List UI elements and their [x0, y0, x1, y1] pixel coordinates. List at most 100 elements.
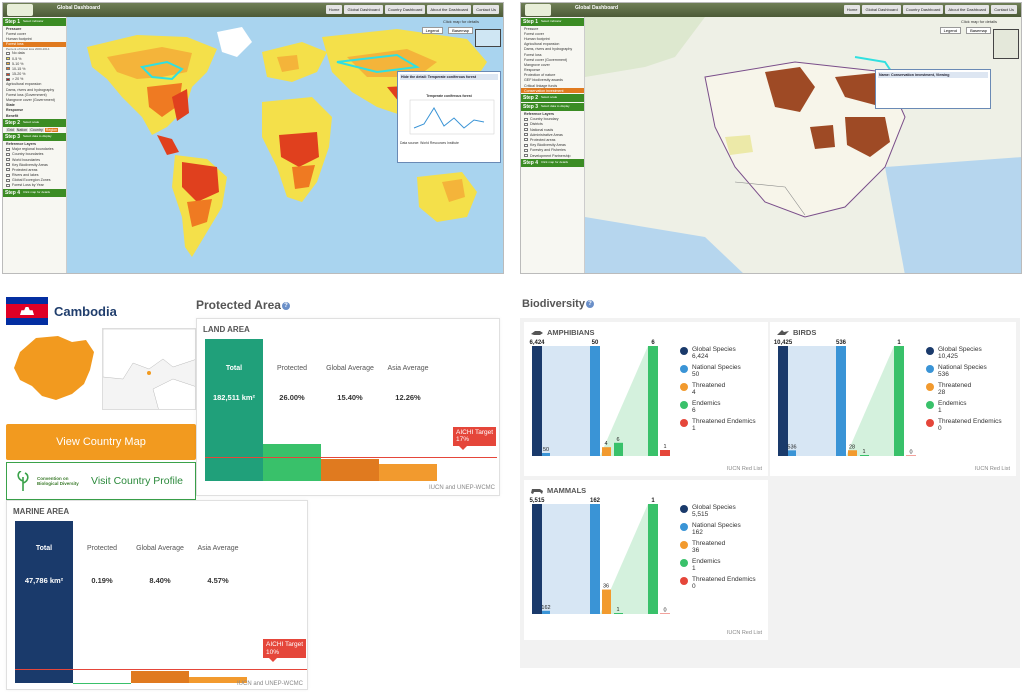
- indicator-item[interactable]: Protection of nature: [521, 73, 584, 78]
- checkbox-icon[interactable]: [524, 133, 528, 137]
- visit-country-profile-button[interactable]: Convention on Biological Diversity Visit…: [6, 462, 196, 500]
- checkbox-icon[interactable]: [524, 128, 528, 132]
- step-2-header[interactable]: Step 2 Select scale: [3, 119, 66, 128]
- indicator-item[interactable]: Forest cover (Government): [521, 57, 584, 62]
- checkbox-icon[interactable]: [6, 158, 10, 162]
- nav-contact[interactable]: Contact Us: [991, 5, 1017, 14]
- land-area-title: LAND AREA: [203, 325, 250, 334]
- reference-layer-item[interactable]: Country boundaries: [3, 152, 66, 157]
- indicator-item[interactable]: Human footprint: [6, 36, 32, 41]
- indicator-item[interactable]: Forest cover: [521, 31, 584, 36]
- help-icon[interactable]: ?: [585, 300, 594, 309]
- view-country-map-button[interactable]: View Country Map: [6, 424, 196, 460]
- checkbox-icon[interactable]: [6, 173, 10, 177]
- checkbox-icon[interactable]: [6, 183, 10, 187]
- reference-layer-item[interactable]: Forest Loss by Year: [3, 183, 66, 188]
- aichi-target-label: AICHI Target: [266, 641, 304, 648]
- indicator-item[interactable]: Pressure: [6, 26, 22, 31]
- indicator-item[interactable]: Forest loss (Government): [6, 92, 47, 97]
- nav-about[interactable]: About the Dashboard: [945, 5, 990, 14]
- checkbox-icon[interactable]: [524, 143, 528, 147]
- nav-contact[interactable]: Contact Us: [473, 5, 499, 14]
- nav-global-dashboard[interactable]: Global Dashboard: [344, 5, 383, 14]
- checkbox-icon[interactable]: [524, 122, 528, 126]
- scale-tab[interactable]: Nation: [15, 127, 29, 132]
- reference-layer-item[interactable]: Protected areas: [3, 167, 66, 172]
- legend-value: 6,424: [692, 353, 709, 360]
- regional-investment-map[interactable]: Name: Conservation investment, Viewing L…: [585, 17, 1021, 273]
- indicator-item[interactable]: Dams, rivers and hydrography: [6, 87, 55, 92]
- step-3-header[interactable]: Step 3 Select data to display: [3, 133, 66, 142]
- scale-tab-active[interactable]: Region: [44, 127, 59, 132]
- step-3-header[interactable]: Step 3 Select data to display: [521, 103, 584, 112]
- nav-home[interactable]: Home: [843, 5, 861, 14]
- indicator-item[interactable]: Conservation investment: [521, 88, 584, 94]
- indicator-item[interactable]: Human footprint: [521, 36, 584, 41]
- reference-layer-item[interactable]: Key Biodiversity Areas: [521, 143, 584, 148]
- step-1-header[interactable]: Step 1 Select indicator: [3, 18, 66, 26]
- indicator-item[interactable]: Response: [6, 108, 24, 113]
- reference-layer-item[interactable]: Global Ecoregion Zones: [3, 178, 66, 183]
- regional-dashboard-screenshot: Global Dashboard Home Global Dashboard C…: [520, 2, 1022, 274]
- scale-tab[interactable]: Country: [29, 127, 44, 132]
- legend-button[interactable]: Legend: [939, 27, 961, 34]
- nav-country-dashboard[interactable]: Country Dashboard: [384, 5, 426, 14]
- reference-layer-item[interactable]: Development Partnership: [521, 153, 584, 158]
- overview-map[interactable]: [475, 29, 501, 47]
- reference-layer-item[interactable]: National roads: [521, 127, 584, 132]
- reference-layer-label: Rivers and lakes: [12, 173, 39, 178]
- indicator-item[interactable]: Forest loss: [521, 52, 584, 57]
- indicator-item[interactable]: Response: [521, 68, 584, 73]
- checkbox-icon[interactable]: [524, 117, 528, 121]
- nav-global-dashboard[interactable]: Global Dashboard: [862, 5, 901, 14]
- reference-layer-item[interactable]: Country boundary: [521, 117, 584, 122]
- birds-icon: [777, 329, 789, 335]
- checkbox-icon[interactable]: [6, 163, 10, 167]
- legend-button[interactable]: Legend: [421, 27, 443, 34]
- indicator-item[interactable]: Forest cover: [6, 31, 26, 36]
- checkbox-icon[interactable]: [6, 168, 10, 172]
- reference-layer-item[interactable]: Districts: [521, 122, 584, 127]
- basemap-button[interactable]: Basemap: [448, 27, 473, 34]
- reference-layer-item[interactable]: Administrative Areas: [521, 132, 584, 137]
- reference-layer-item[interactable]: Major regional boundaries: [3, 147, 66, 152]
- reference-layer-item[interactable]: Rivers and lakes: [3, 173, 66, 178]
- world-forest-loss-map[interactable]: Legend Basemap Click map for details Hid…: [67, 17, 503, 273]
- reference-layer-label: Key Biodiversity Areas: [12, 162, 48, 167]
- checkbox-icon[interactable]: [524, 154, 528, 158]
- indicator-item[interactable]: Dams, rivers and hydrography: [521, 47, 584, 52]
- nav-country-dashboard[interactable]: Country Dashboard: [902, 5, 944, 14]
- reference-layer-item[interactable]: Protected areas: [521, 137, 584, 142]
- basemap-button[interactable]: Basemap: [966, 27, 991, 34]
- dashboard-title: Global Dashboard: [575, 5, 619, 11]
- indicator-item[interactable]: Agricultural expansion: [521, 42, 584, 47]
- nav-home[interactable]: Home: [325, 5, 343, 14]
- indicator-item[interactable]: Agricultural expansion: [6, 82, 42, 87]
- step-4-header[interactable]: Step 4 Click map for details: [521, 159, 584, 168]
- indicator-item[interactable]: Benefit: [6, 113, 19, 118]
- column-label: Asia Average: [387, 365, 429, 372]
- overview-map[interactable]: [993, 29, 1019, 59]
- step-1-header[interactable]: Step 1 Select indicator: [521, 18, 584, 26]
- indicator-item[interactable]: State: [6, 103, 15, 108]
- indicator-item[interactable]: Mangrove cover: [521, 62, 584, 67]
- indicator-item[interactable]: Mangrove cover (Government): [6, 98, 55, 103]
- checkbox-icon[interactable]: [524, 148, 528, 152]
- checkbox-icon[interactable]: [6, 147, 10, 151]
- step-2-header[interactable]: Step 2 Select scale: [521, 94, 584, 103]
- indicator-item[interactable]: Pressure: [521, 26, 584, 31]
- reference-layer-item[interactable]: Key Biodiversity Areas: [3, 162, 66, 167]
- indicator-item-selected[interactable]: Forest loss: [3, 41, 66, 47]
- legend-dot: [680, 347, 688, 355]
- indicator-item[interactable]: GEF biodiversity awards: [521, 78, 584, 83]
- reference-layer-item[interactable]: Forestry and Fisheries: [521, 148, 584, 153]
- reference-layer-item[interactable]: World boundaries: [3, 157, 66, 162]
- checkbox-icon[interactable]: [524, 138, 528, 142]
- nav-about[interactable]: About the Dashboard: [427, 5, 472, 14]
- help-icon[interactable]: ?: [281, 301, 290, 310]
- checkbox-icon[interactable]: [6, 152, 10, 156]
- scale-tab[interactable]: Grid: [6, 127, 15, 132]
- step-4-header[interactable]: Step 4 Click map for details: [3, 189, 66, 198]
- checkbox-icon[interactable]: [6, 178, 10, 182]
- indicator-item[interactable]: Critical linkage funds: [521, 83, 584, 88]
